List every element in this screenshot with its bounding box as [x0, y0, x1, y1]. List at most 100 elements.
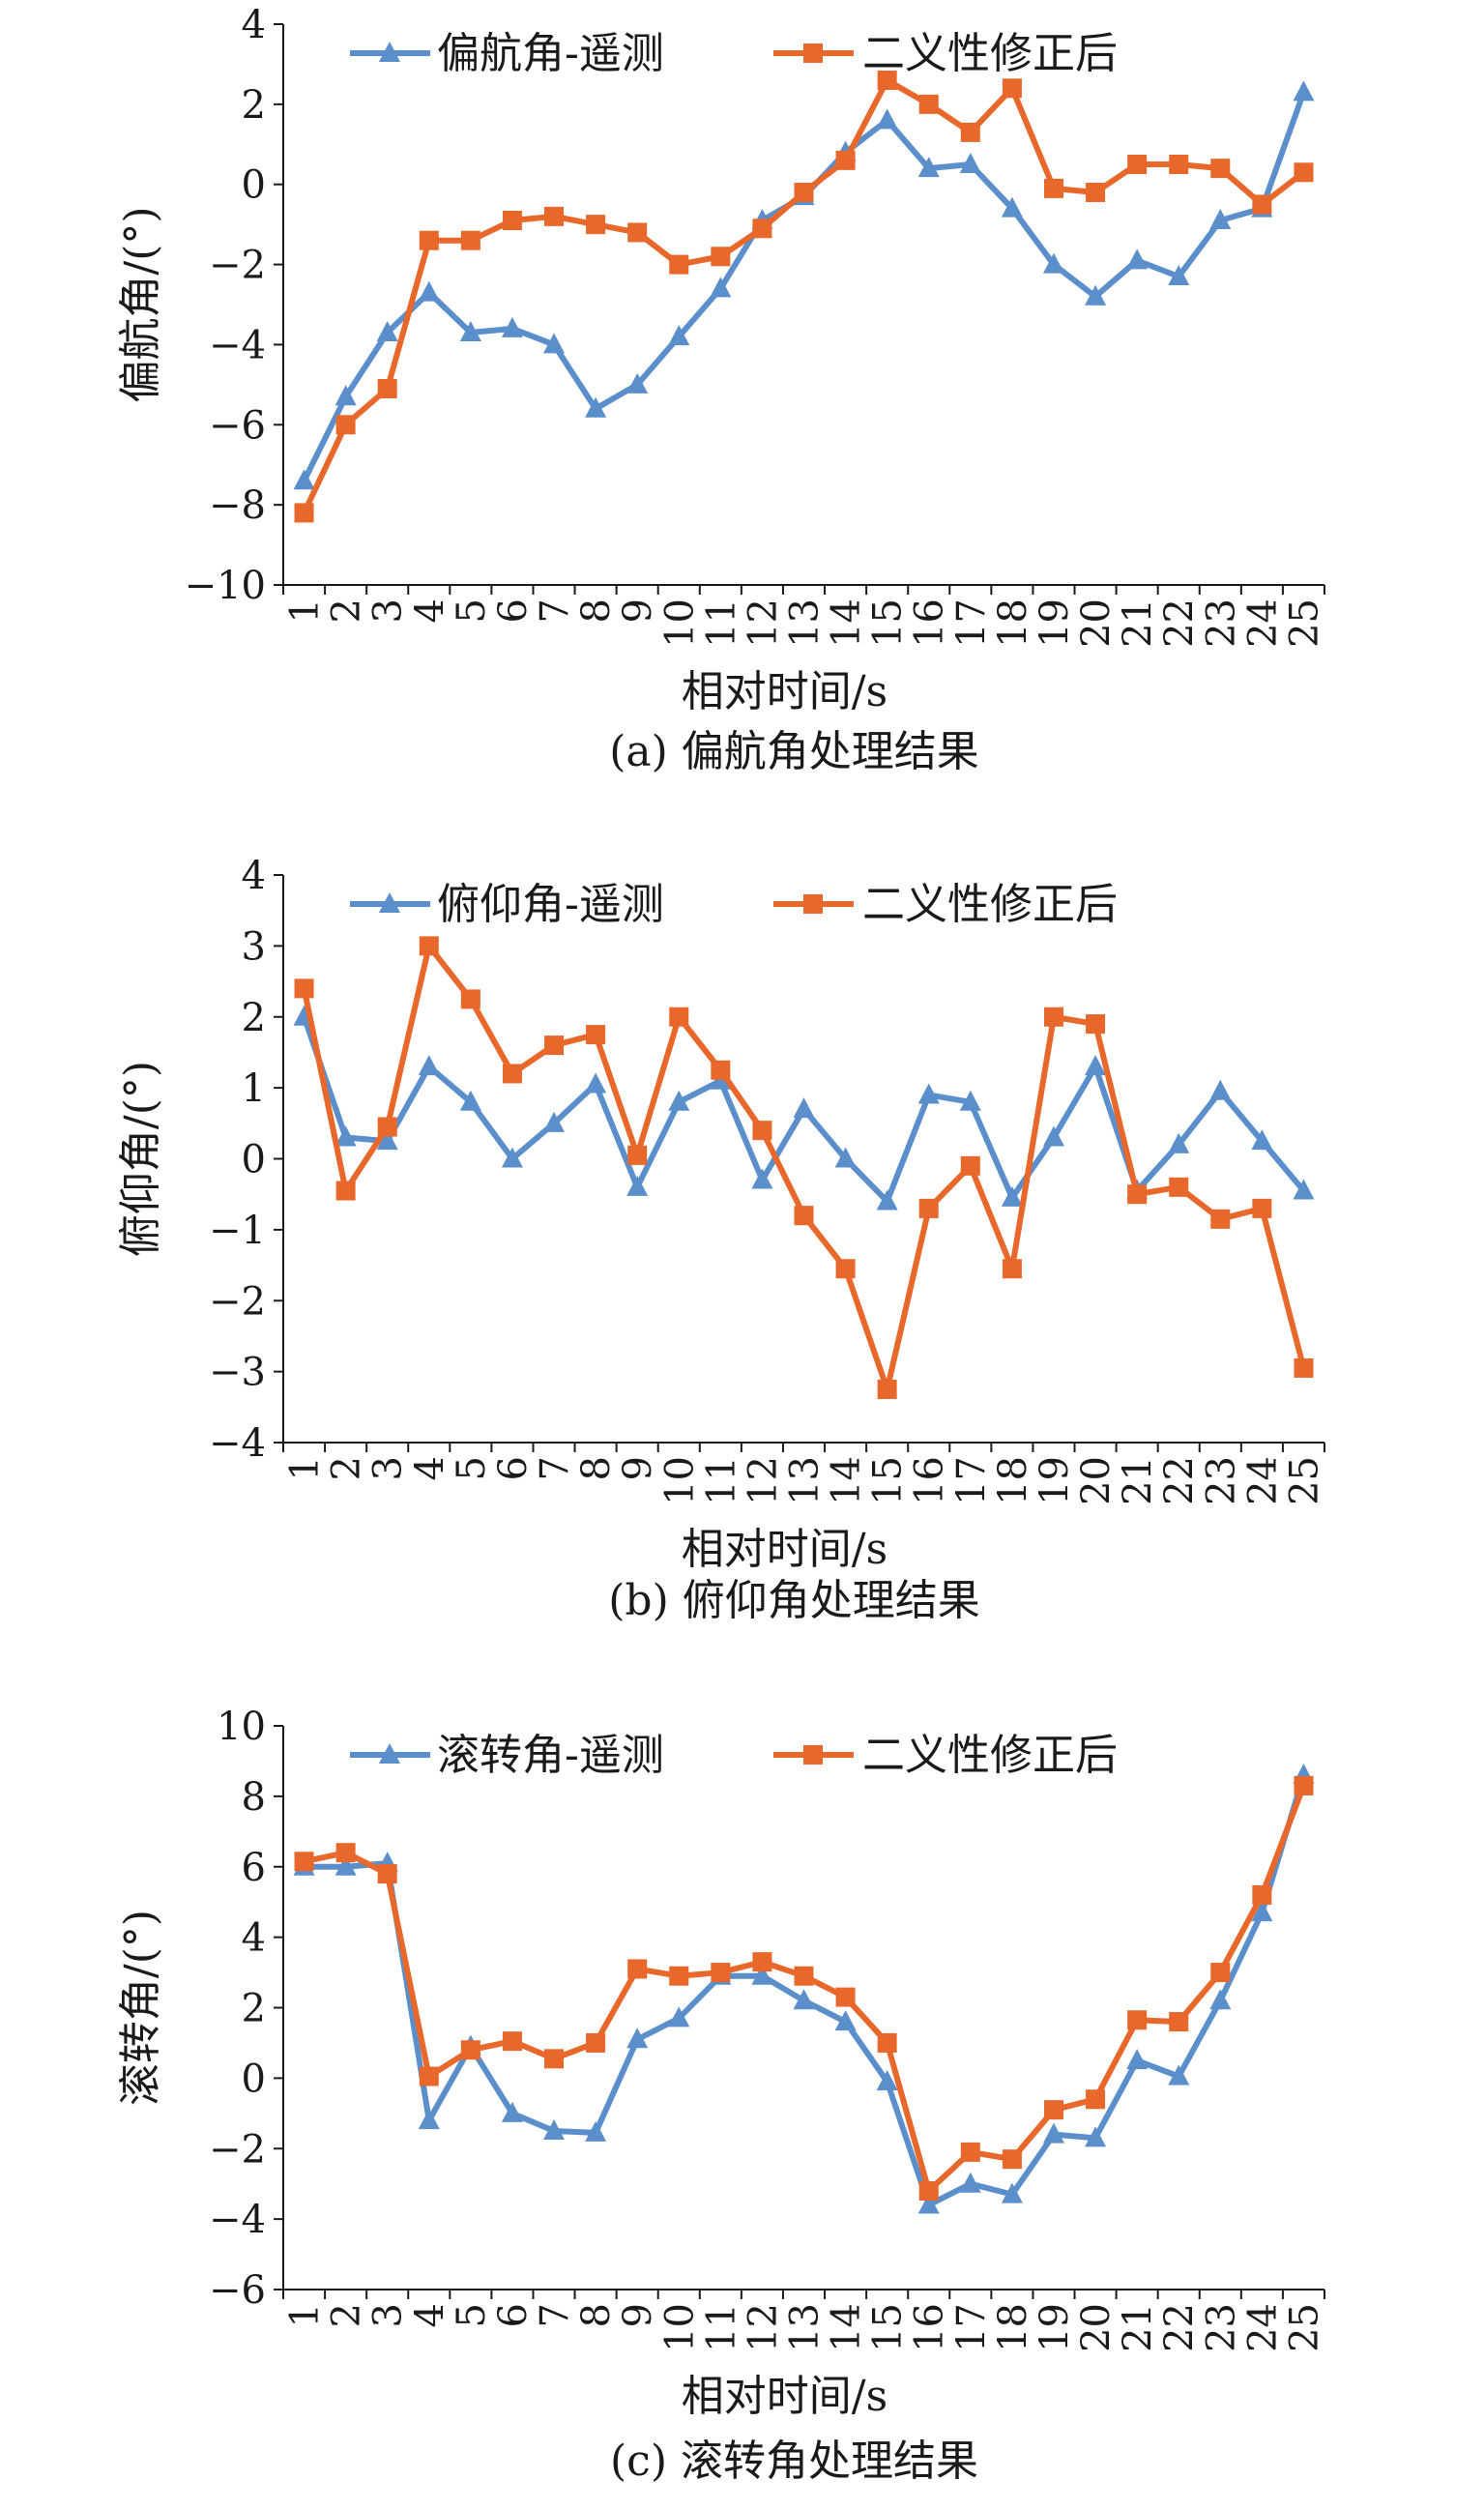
- chart-legend: 俯仰角-遥测 二义性修正后: [350, 880, 1118, 929]
- x-tick-label: 4: [408, 2303, 452, 2327]
- data-point-corrected: [627, 222, 648, 243]
- data-point-telemetry: [335, 1854, 357, 1876]
- chart-caption: (c) 滚转角处理结果: [610, 2436, 978, 2486]
- data-point-telemetry: [376, 321, 398, 341]
- data-point-corrected: [294, 1852, 314, 1872]
- chart-panel-1: 420−2−4−6−8−1012345678910111213141516171…: [116, 3, 1326, 776]
- data-point-telemetry: [793, 1097, 815, 1119]
- data-point-telemetry: [1085, 1055, 1107, 1076]
- data-point-corrected: [502, 211, 522, 230]
- x-tick-label: 9: [616, 598, 660, 623]
- data-point-corrected: [711, 1963, 731, 1983]
- data-point-telemetry: [501, 316, 523, 337]
- data-point-telemetry: [1085, 2126, 1107, 2147]
- data-point-corrected: [752, 1121, 772, 1141]
- x-tick-label: 14: [825, 1456, 869, 1505]
- data-point-corrected: [752, 219, 772, 239]
- x-tick-label: 17: [949, 2303, 994, 2352]
- x-tick-label: 21: [1116, 598, 1160, 648]
- x-tick-label: 2: [325, 2303, 369, 2327]
- y-tick-label: 4: [242, 854, 266, 898]
- series-line-corrected: [303, 1784, 1307, 2194]
- data-point-corrected: [419, 2066, 439, 2086]
- x-tick-label: 15: [866, 1456, 911, 1505]
- data-point-telemetry: [1168, 1132, 1190, 1153]
- data-point-telemetry: [1001, 2182, 1023, 2203]
- data-point-corrected: [1127, 2010, 1148, 2030]
- data-point-telemetry: [1168, 265, 1190, 285]
- x-tick-label: 23: [1199, 1456, 1243, 1505]
- data-point-corrected: [1002, 78, 1022, 99]
- data-point-corrected: [502, 2031, 522, 2052]
- data-point-corrected: [669, 1966, 689, 1986]
- legend-label-corrected: 二义性修正后: [862, 29, 1118, 78]
- chart-legend: 滚转角-遥测 二义性修正后: [350, 1731, 1118, 1780]
- data-point-corrected: [752, 1952, 772, 1972]
- x-tick-label: 8: [574, 2303, 619, 2327]
- data-point-telemetry: [585, 396, 607, 418]
- data-point-corrected: [877, 1379, 897, 1399]
- y-tick-label: 4: [242, 3, 266, 47]
- data-point-corrected: [419, 936, 439, 956]
- x-tick-label: 24: [1240, 1456, 1285, 1505]
- data-point-corrected: [960, 122, 980, 142]
- y-tick-label: −6: [209, 403, 266, 448]
- x-tick-label: 21: [1116, 1456, 1160, 1505]
- data-point-telemetry: [626, 2028, 649, 2049]
- y-tick-label: −1: [209, 1209, 266, 1253]
- data-point-corrected: [1169, 1177, 1189, 1197]
- data-point-corrected: [419, 230, 439, 250]
- x-tick-label: 13: [783, 2303, 828, 2352]
- data-point-telemetry: [751, 1964, 773, 1985]
- data-point-corrected: [502, 1064, 522, 1084]
- legend-marker-telemetry: [379, 42, 400, 62]
- data-point-corrected: [1086, 183, 1106, 202]
- x-tick-label: 11: [699, 598, 743, 648]
- x-tick-label: 5: [450, 598, 494, 623]
- y-tick-label: −3: [209, 1351, 266, 1395]
- x-tick-label: 18: [991, 1456, 1035, 1505]
- data-point-telemetry: [834, 1147, 857, 1168]
- x-tick-label: 16: [908, 598, 952, 648]
- data-point-telemetry: [1209, 1989, 1232, 2010]
- x-tick-label: 15: [866, 2303, 911, 2352]
- data-point-corrected: [1002, 1259, 1022, 1279]
- x-tick-label: 3: [366, 1456, 411, 1480]
- legend-label-telemetry: 滚转角-遥测: [437, 1731, 664, 1780]
- data-point-corrected: [1127, 155, 1148, 174]
- legend-label-telemetry: 俯仰角-遥测: [437, 880, 664, 929]
- data-point-telemetry: [1293, 1179, 1315, 1200]
- x-tick-label: 23: [1199, 2303, 1243, 2352]
- data-point-telemetry: [418, 2109, 440, 2130]
- x-tick-label: 25: [1282, 1456, 1326, 1505]
- x-tick-label: 4: [408, 1456, 452, 1480]
- x-tick-label: 3: [366, 598, 411, 623]
- data-point-telemetry: [1168, 2064, 1190, 2086]
- x-tick-label: 9: [616, 1456, 660, 1480]
- x-tick-label: 22: [1157, 598, 1202, 648]
- y-tick-label: −2: [209, 2127, 266, 2172]
- x-tick-label: 15: [866, 598, 911, 648]
- x-tick-label: 7: [533, 2303, 577, 2327]
- data-point-telemetry: [917, 2193, 940, 2214]
- data-point-corrected: [960, 1155, 980, 1176]
- data-point-telemetry: [1001, 1185, 1023, 1207]
- y-tick-label: 2: [242, 1987, 266, 2031]
- y-tick-label: 0: [242, 1138, 266, 1182]
- data-point-telemetry: [585, 1072, 607, 1094]
- x-tick-label: 9: [616, 2303, 660, 2327]
- x-tick-label: 20: [1074, 598, 1119, 648]
- data-point-telemetry: [543, 1111, 566, 1132]
- data-point-telemetry: [876, 108, 898, 130]
- data-point-corrected: [1210, 1963, 1231, 1983]
- x-tick-label: 1: [283, 2303, 328, 2327]
- x-tick-label: 10: [657, 2303, 702, 2352]
- y-tick-label: 2: [242, 996, 266, 1040]
- data-point-telemetry: [376, 1129, 398, 1151]
- data-point-corrected: [835, 1987, 856, 2007]
- x-tick-label: 6: [491, 1456, 536, 1480]
- data-point-corrected: [294, 978, 314, 999]
- data-point-corrected: [1210, 1209, 1231, 1229]
- x-tick-label: 4: [408, 598, 452, 623]
- data-point-telemetry: [1126, 248, 1149, 270]
